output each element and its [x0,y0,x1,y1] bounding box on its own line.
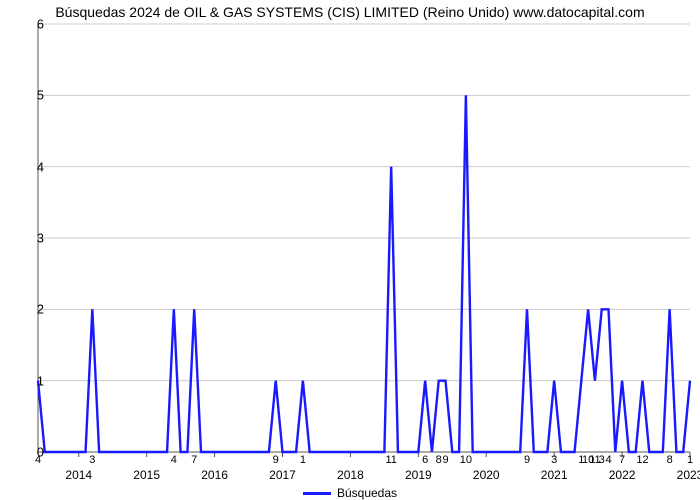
x-value-label: 3 [89,454,95,466]
x-value-label: 4 [35,454,41,466]
x-value-label: 8 [667,454,673,466]
y-tick-label: 5 [14,88,44,103]
chart-title: Búsquedas 2024 de OIL & GAS SYSTEMS (CIS… [0,4,700,20]
y-tick-label: 3 [14,231,44,246]
x-value-label: 7 [191,454,197,466]
x-value-label: 9 [524,454,530,466]
x-value-label: 9 [442,454,448,466]
y-tick-label: 6 [14,17,44,32]
x-value-label: 6 [422,454,428,466]
x-year-label: 2018 [337,468,364,482]
x-value-label: 12 [636,454,648,466]
x-value-label: 1 [687,454,693,466]
x-year-label: 2020 [473,468,500,482]
x-year-label: 2016 [201,468,228,482]
x-value-label: 9 [273,454,279,466]
x-year-label: 2023 [677,468,700,482]
x-value-label: 1 [300,454,306,466]
x-value-label: 4 [171,454,177,466]
x-value-label: 3 [551,454,557,466]
line-chart-svg [38,24,690,452]
x-value-label: 11 [385,454,396,466]
x-year-label: 2015 [133,468,160,482]
x-value-label: 7 [619,454,625,466]
x-year-label: 2017 [269,468,296,482]
x-year-label: 2019 [405,468,432,482]
chart-plot-area [38,24,690,452]
legend-label: Búsquedas [337,486,397,500]
y-tick-label: 2 [14,302,44,317]
x-year-label: 2021 [541,468,568,482]
x-year-label: 2014 [65,468,92,482]
chart-legend: Búsquedas [0,486,700,500]
x-value-label: 8 [436,454,442,466]
y-tick-label: 1 [14,373,44,388]
x-value-label: 3 [599,454,605,466]
x-value-label: 4 [605,454,611,466]
x-value-label: 10 [460,454,472,466]
legend-swatch [303,492,331,495]
y-tick-label: 4 [14,159,44,174]
x-year-label: 2022 [609,468,636,482]
